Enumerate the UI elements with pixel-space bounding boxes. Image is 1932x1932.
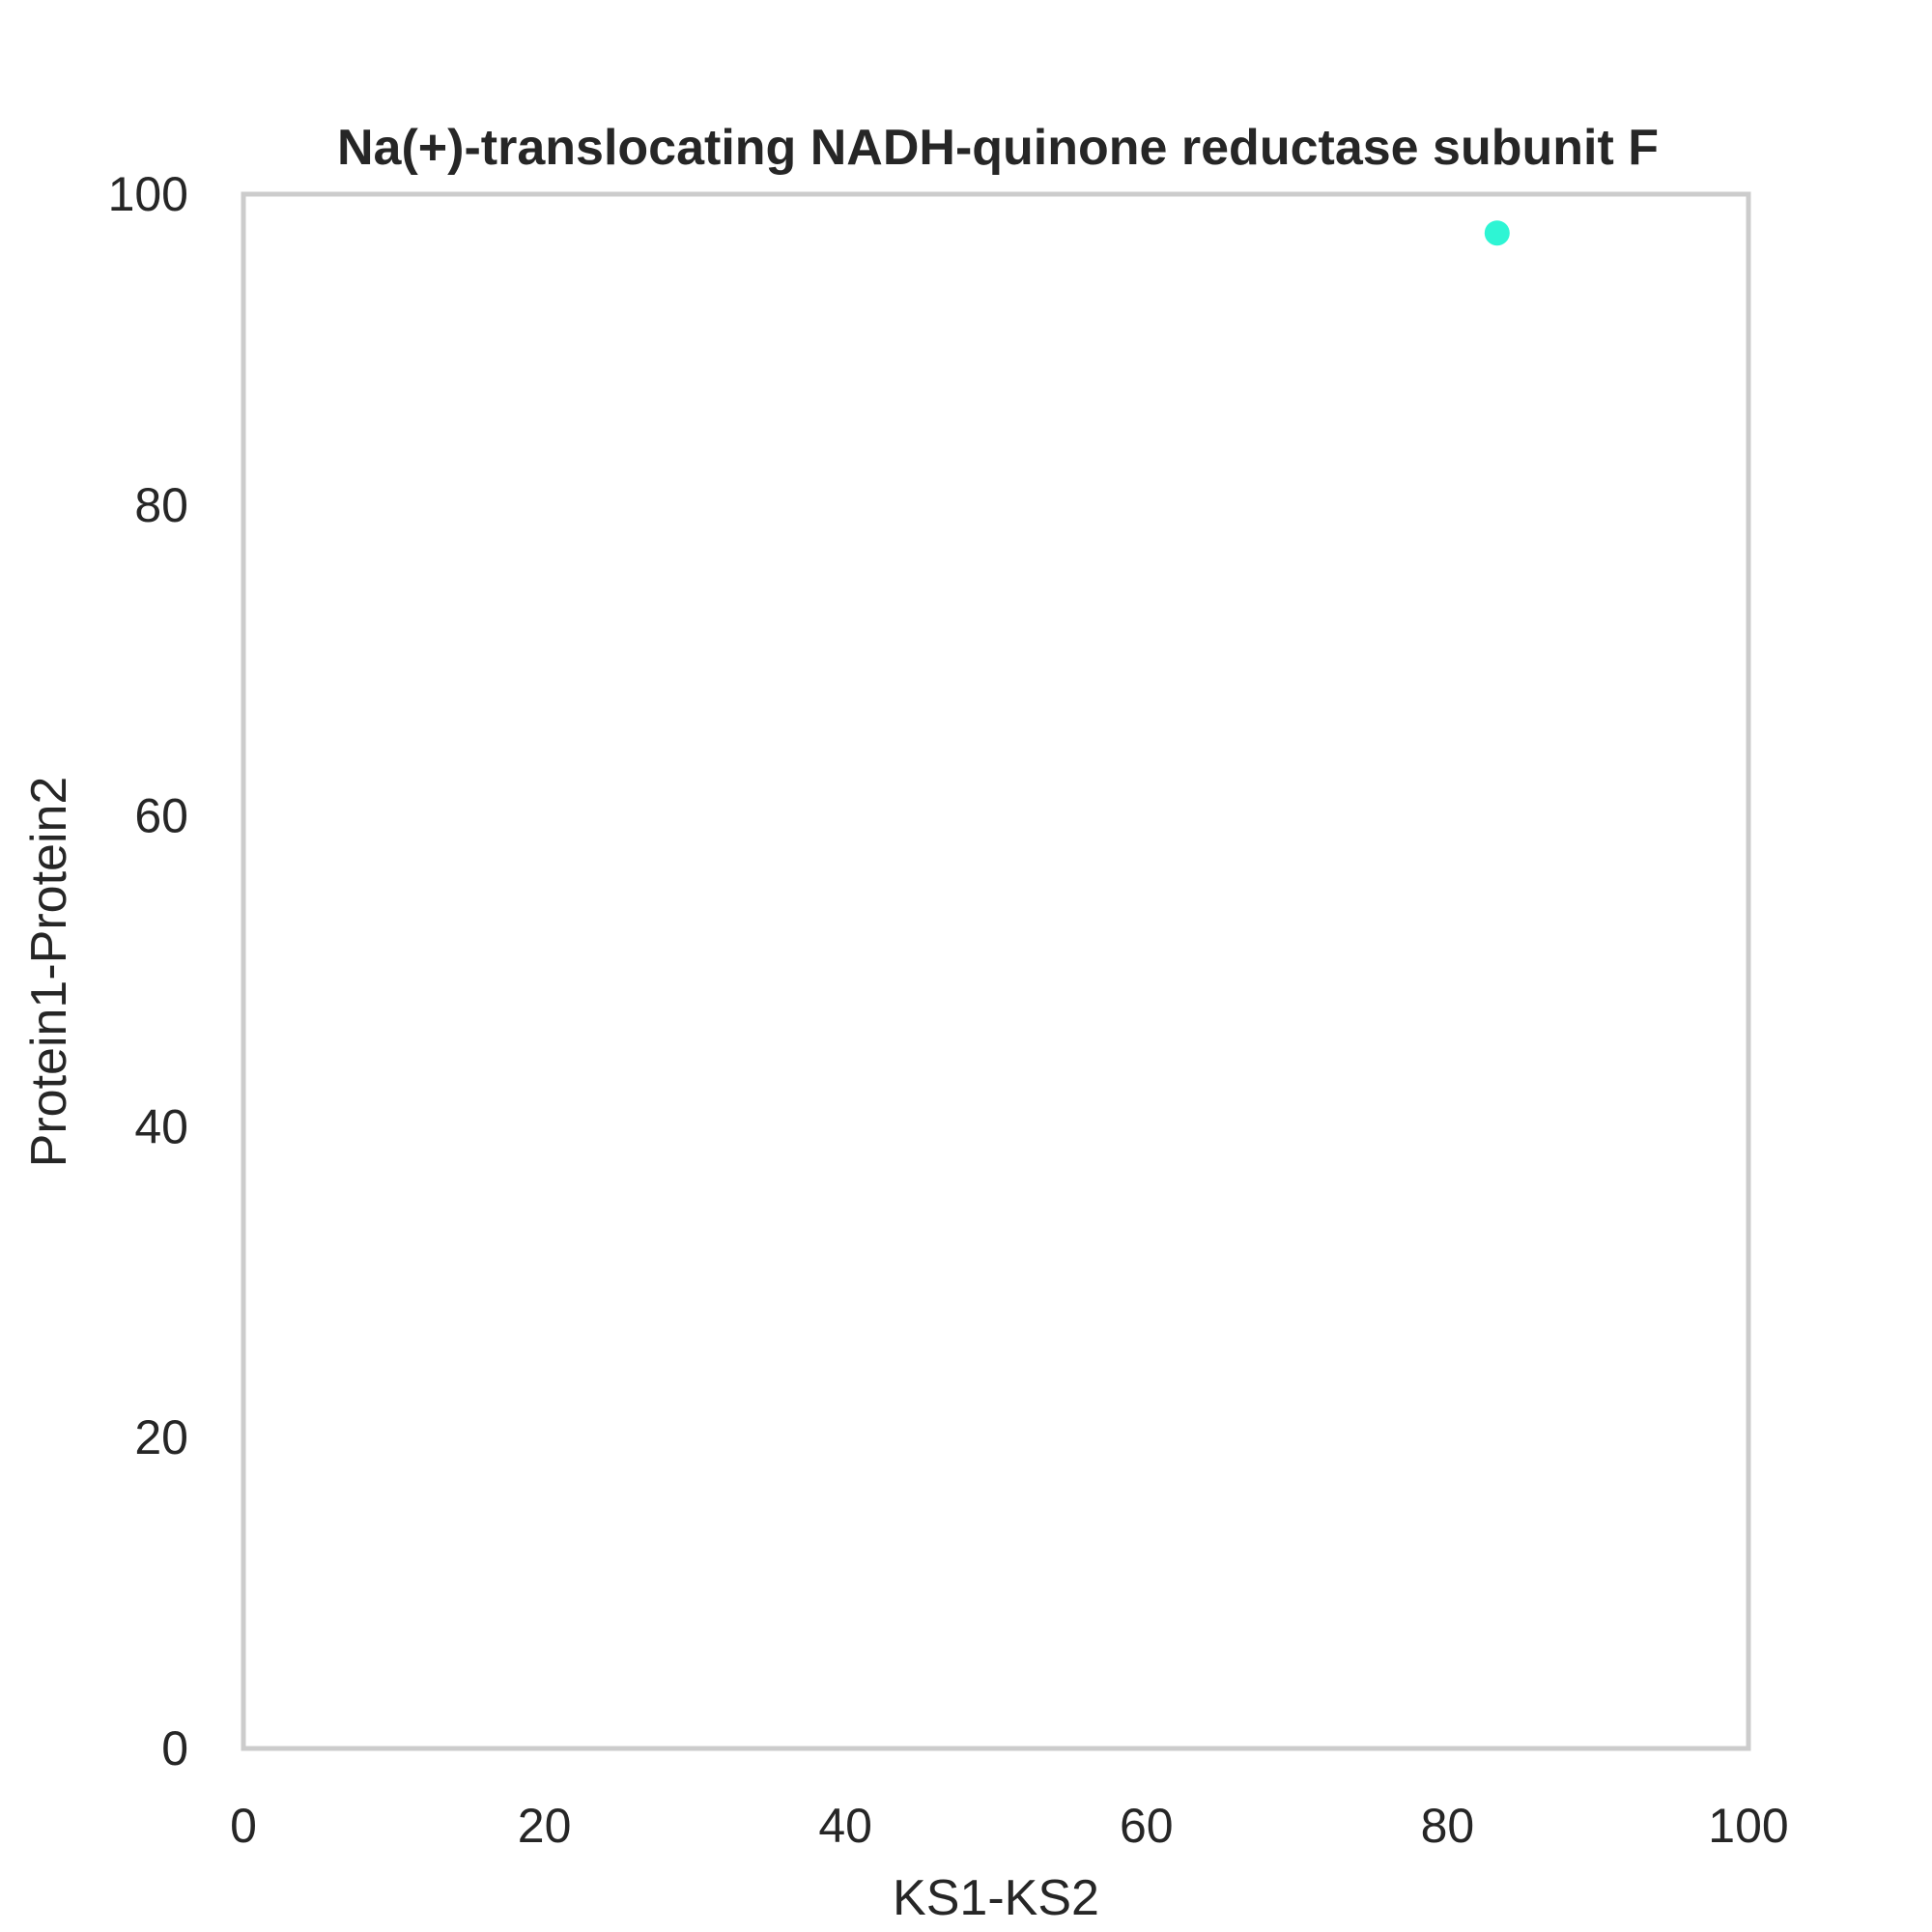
y-axis-label: Protein1-Protein2 bbox=[21, 777, 77, 1168]
x-axis-label: KS1-KS2 bbox=[893, 1870, 1099, 1926]
y-tick-label: 60 bbox=[134, 789, 188, 843]
y-tick-label: 100 bbox=[108, 167, 188, 221]
y-tick-label: 80 bbox=[134, 478, 188, 532]
chart-title: Na(+)-translocating NADH-quinone reducta… bbox=[337, 120, 1659, 176]
plot-frame bbox=[241, 191, 1751, 1751]
y-tick-label: 20 bbox=[134, 1410, 188, 1464]
x-tick-label: 20 bbox=[518, 1799, 572, 1853]
x-tick-label: 40 bbox=[818, 1799, 872, 1853]
y-tick-label: 40 bbox=[134, 1099, 188, 1153]
x-axis-ticks: 0 20 40 60 80 100 bbox=[230, 1799, 1789, 1853]
x-tick-label: 100 bbox=[1708, 1799, 1788, 1853]
plot-area bbox=[241, 191, 1751, 1751]
y-axis-ticks: 0 20 40 60 80 100 bbox=[108, 167, 188, 1776]
x-tick-label: 80 bbox=[1421, 1799, 1475, 1853]
x-tick-label: 60 bbox=[1120, 1799, 1174, 1853]
x-tick-label: 0 bbox=[230, 1799, 257, 1853]
data-point bbox=[1484, 220, 1510, 246]
y-tick-label: 0 bbox=[161, 1721, 188, 1776]
points-layer bbox=[1484, 220, 1510, 246]
